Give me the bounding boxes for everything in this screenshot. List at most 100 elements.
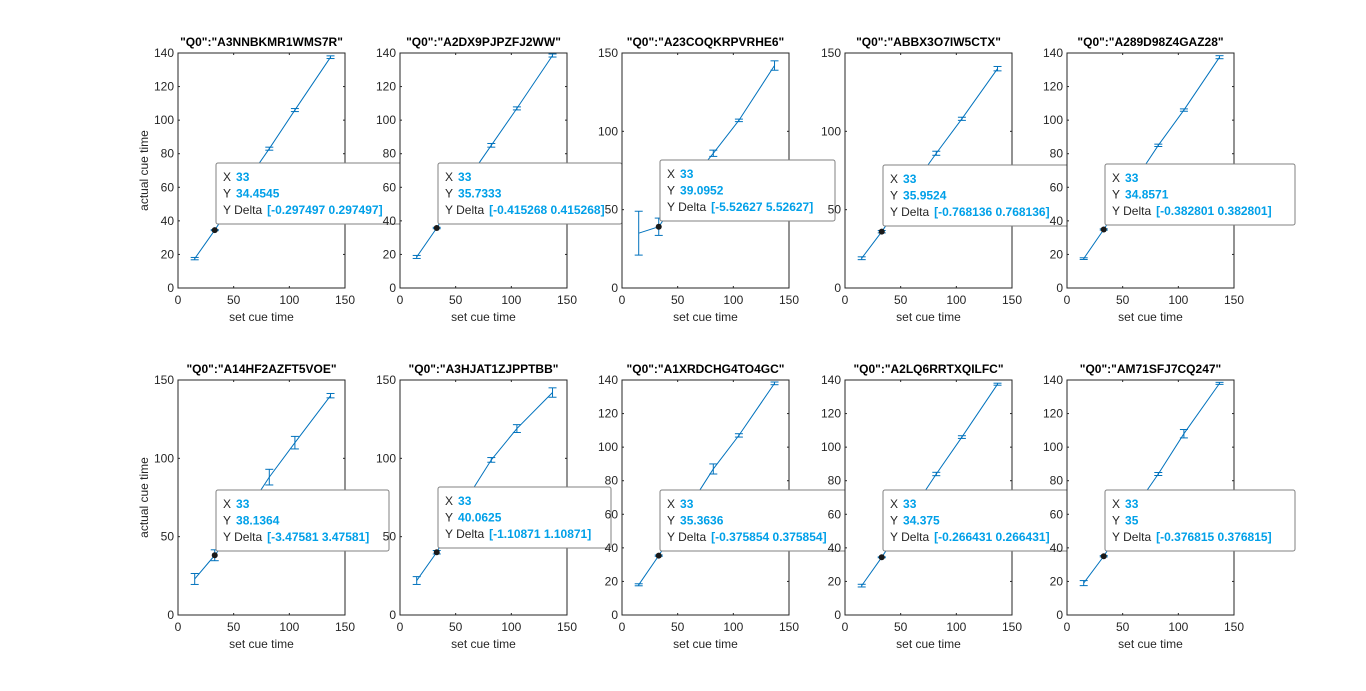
error-bar	[1154, 471, 1163, 477]
subplot[interactable]: 0 50 100 150 0 50 100 150 "Q0":"A23COQKRPVRHE6" s…	[581, 35, 836, 324]
datatip-marker[interactable]	[655, 552, 662, 559]
datatip-value: 33	[1125, 171, 1139, 185]
x-tick-label: 0	[175, 620, 182, 634]
subplot-title: "Q0":"A2LQ6RRTXQILFC"	[853, 362, 1003, 376]
subplot[interactable]: 0 50 100 150 0 20 40 60 80 100 120 140 "Q0":"A2DX9PJ…	[359, 35, 623, 324]
x-tick-label: 50	[894, 620, 908, 634]
datatip-marker[interactable]	[1100, 553, 1107, 560]
datatip-marker[interactable]	[211, 552, 218, 559]
error-bar	[957, 435, 966, 439]
y-tick-label: 0	[1056, 281, 1063, 295]
x-axis-label: set cue time	[673, 310, 738, 324]
y-tick-label: 20	[828, 574, 842, 588]
datatip-value: 34.8571	[1125, 188, 1169, 202]
datatip-key: Y Delta	[667, 200, 706, 214]
error-bar	[1179, 429, 1188, 439]
datatip[interactable]: X 33 Y 35.9524 Y Delta [-0.768136 0.768136]	[882, 164, 1072, 227]
subplot[interactable]: 0 50 100 150 0 50 100 150 "Q0":"ABBX3O7IW5CTX" se…	[804, 35, 1072, 324]
y-tick-label: 20	[383, 247, 397, 261]
x-tick-label: 100	[279, 293, 299, 307]
x-tick-label: 100	[1168, 620, 1188, 634]
subplot[interactable]: 0 50 100 150 0 20 40 60 80 100 120 140 "Q0":"A2LQ6RR…	[804, 362, 1074, 651]
y-tick-label: 0	[389, 608, 396, 622]
datatip[interactable]: X 33 Y 34.375 Y Delta [-0.266431 0.266431]	[882, 489, 1074, 552]
error-bar	[190, 256, 199, 261]
y-tick-label: 20	[605, 574, 619, 588]
datatip-marker[interactable]	[211, 227, 218, 234]
error-bar	[770, 381, 779, 386]
y-tick-label: 40	[605, 541, 619, 555]
datatip[interactable]: X 33 Y 34.4545 Y Delta [-0.297497 0.297497]	[215, 162, 407, 225]
datatip-marker[interactable]	[433, 225, 440, 232]
x-tick-label: 150	[557, 620, 577, 634]
error-bar	[290, 435, 299, 450]
datatip[interactable]: X 33 Y 39.0952 Y Delta [-5.52627 5.52627]	[659, 159, 836, 222]
subplot-title: "Q0":"A23COQKRPVRHE6"	[627, 35, 784, 49]
datatip-key: Y	[667, 184, 675, 198]
datatip-key: Y Delta	[890, 205, 929, 219]
datatip[interactable]: X 33 Y 38.1364 Y Delta [-3.47581 3.47581]	[215, 489, 390, 552]
x-tick-label: 50	[449, 620, 463, 634]
datatip[interactable]: X 33 Y 35.7333 Y Delta [-0.415268 0.415268]	[437, 162, 623, 225]
datatip[interactable]: X 33 Y 40.0625 Y Delta [-1.10871 1.10871]	[437, 486, 612, 549]
y-tick-label: 140	[598, 373, 618, 387]
datatip-marker[interactable]	[878, 554, 885, 561]
datatip-value: 34.375	[903, 514, 940, 528]
y-tick-label: 150	[376, 373, 396, 387]
error-bar	[857, 256, 866, 261]
datatip-value: [-0.768136 0.768136]	[934, 205, 1049, 219]
error-bar	[412, 254, 421, 259]
subplot[interactable]: 0 50 100 150 0 20 40 60 80 100 120 140 "Q0":"A1XRDCH…	[581, 362, 851, 651]
datatip-box	[659, 159, 836, 222]
x-tick-label: 50	[1116, 293, 1130, 307]
subplot[interactable]: 0 50 100 150 0 20 40 60 80 100 120 140 "Q0":"A3NNBKM…	[137, 35, 407, 324]
y-tick-label: 100	[376, 451, 396, 465]
error-bar	[487, 457, 496, 463]
y-tick-label: 100	[1043, 440, 1063, 454]
y-tick-label: 80	[1050, 474, 1064, 488]
error-bar	[734, 118, 743, 123]
x-tick-label: 0	[1064, 293, 1071, 307]
y-tick-label: 120	[154, 80, 174, 94]
datatip-marker[interactable]	[878, 228, 885, 235]
x-axis-label: set cue time	[1118, 637, 1183, 651]
error-bar	[190, 572, 199, 585]
datatip-marker[interactable]	[1100, 226, 1107, 233]
error-bar	[993, 382, 1002, 386]
subplot-title: "Q0":"A289D98Z4GAZ28"	[1077, 35, 1223, 49]
error-bar	[326, 392, 335, 399]
x-tick-label: 150	[335, 620, 355, 634]
error-bar	[1079, 257, 1088, 260]
y-tick-label: 0	[167, 608, 174, 622]
x-axis-label: set cue time	[451, 637, 516, 651]
subplot[interactable]: 0 50 100 150 0 50 100 150 "Q0":"A14HF2AZFT5VOE" s…	[137, 362, 390, 651]
x-axis-label: set cue time	[1118, 310, 1183, 324]
datatip-value: 33	[903, 172, 917, 186]
datatip-key: X	[667, 497, 675, 511]
x-axis-label: set cue time	[673, 637, 738, 651]
y-tick-label: 80	[161, 147, 175, 161]
x-tick-label: 50	[449, 293, 463, 307]
datatip-marker[interactable]	[433, 549, 440, 556]
datatip[interactable]: X 33 Y 34.8571 Y Delta [-0.382801 0.382801]	[1104, 163, 1296, 226]
x-tick-label: 0	[397, 293, 404, 307]
y-tick-label: 60	[828, 507, 842, 521]
datatip[interactable]: X 33 Y 35 Y Delta [-0.376815 0.376815]	[1104, 489, 1296, 552]
x-tick-label: 150	[779, 293, 799, 307]
datatip-marker[interactable]	[655, 223, 662, 230]
datatip-key: Y Delta	[1112, 204, 1151, 218]
x-axis-label: set cue time	[451, 310, 516, 324]
y-tick-label: 140	[1043, 373, 1063, 387]
datatip-box	[1104, 163, 1296, 226]
subplot[interactable]: 0 50 100 150 0 50 100 150 "Q0":"A3HJAT1ZJPPTBB" s…	[359, 362, 612, 651]
subplot[interactable]: 0 50 100 150 0 20 40 60 80 100 120 140 "Q0":"AM71SFJ…	[1026, 362, 1296, 651]
x-tick-label: 150	[779, 620, 799, 634]
y-tick-label: 60	[1050, 507, 1064, 521]
datatip-key: Y	[890, 514, 898, 528]
subplot[interactable]: 0 50 100 150 0 20 40 60 80 100 120 140 "Q0":"A289D98…	[1026, 35, 1296, 324]
datatip-value: [-0.266431 0.266431]	[934, 530, 1049, 544]
datatip[interactable]: X 33 Y 35.3636 Y Delta [-0.375854 0.375854]	[659, 489, 851, 552]
x-tick-label: 100	[501, 293, 521, 307]
x-tick-label: 100	[723, 293, 743, 307]
